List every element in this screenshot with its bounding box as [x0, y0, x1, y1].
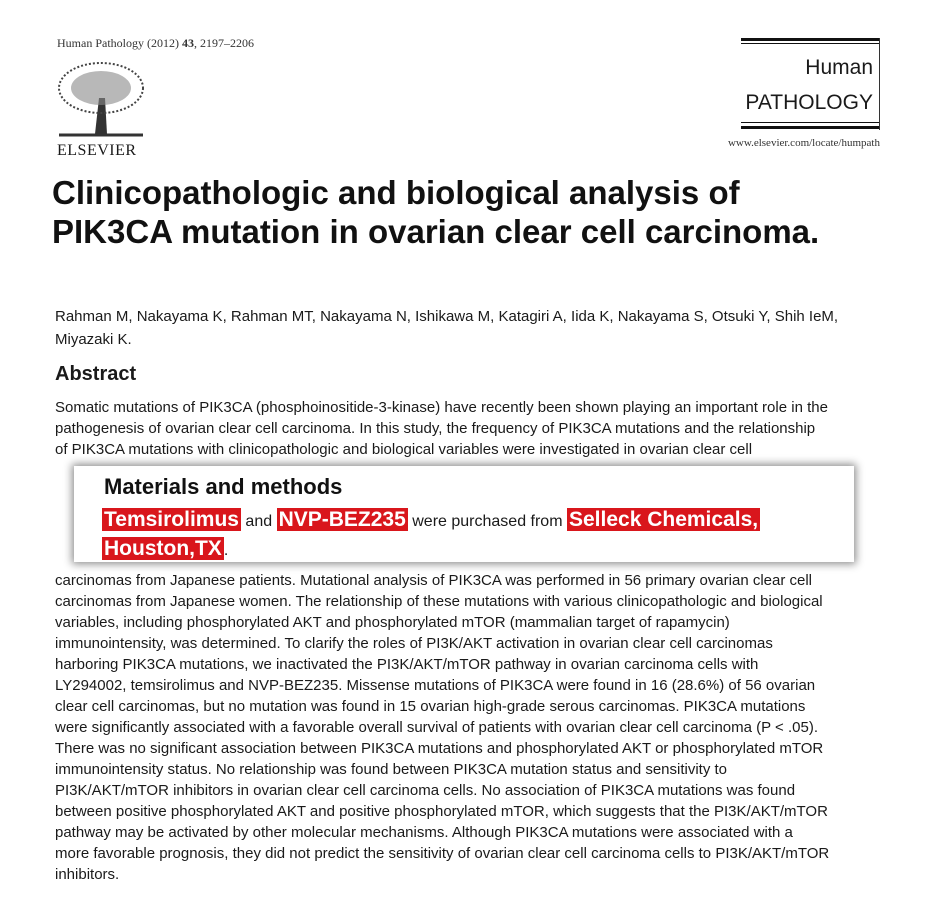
abstract-body: Somatic mutations of PIK3CA (phosphoinos…	[55, 397, 854, 885]
abstract-line: were significantly associated with a fav…	[55, 719, 818, 736]
abstract-line: pathway may be activated by other molecu…	[55, 824, 793, 841]
abstract-line: There was no significant association bet…	[55, 740, 824, 757]
abstract-line: variables, including phosphorylated AKT …	[55, 614, 730, 631]
article-title: Clinicopathologic and biological analysi…	[52, 174, 820, 250]
pages: , 2197–2206	[194, 36, 254, 50]
elsevier-tree-logo	[58, 62, 144, 137]
highlight-selleck: Selleck Chemicals,	[566, 508, 761, 531]
highlight-temsirolimus: Temsirolimus	[102, 508, 241, 531]
materials-methods-callout: Materials and methods Temsirolimus and N…	[74, 466, 854, 562]
abstract-line: immunointensity status. No relationship …	[55, 761, 728, 778]
journal-logo: Human PATHOLOGY	[741, 38, 880, 130]
abstract-heading: Abstract	[55, 363, 137, 385]
callout-heading: Materials and methods	[104, 474, 343, 499]
highlight-houston: Houston,TX	[102, 537, 224, 560]
journal-logo-line2: PATHOLOGY	[745, 91, 873, 114]
author-list: Rahman M, Nakayama K, Rahman MT, Nakayam…	[55, 308, 839, 348]
publisher-name: ELSEVIER	[57, 142, 137, 159]
abstract-line: more favorable prognosis, they did not p…	[55, 845, 830, 862]
abstract-line: between positive phosphorylated AKT and …	[55, 803, 828, 820]
journal-name: Human Pathology (2012)	[57, 36, 182, 50]
abstract-line: clear cell carcinomas, but no mutation w…	[55, 698, 806, 715]
abstract-line: harboring PIK3CA mutations, we inactivat…	[55, 656, 759, 673]
abstract-line: immunointensity, was determined. To clar…	[55, 635, 773, 652]
abstract-line: carcinomas from Japanese patients. Mutat…	[55, 572, 813, 589]
highlight-nvp-bez235: NVP-BEZ235	[276, 508, 408, 531]
abstract-line: pathogenesis of ovarian clear cell carci…	[55, 420, 816, 437]
callout-text-part: were purchased from	[407, 513, 567, 530]
callout-text: Temsirolimus and NVP-BEZ235 were purchas…	[102, 506, 822, 564]
abstract-line: inhibitors.	[55, 866, 120, 883]
journal-url[interactable]: www.elsevier.com/locate/humpath	[727, 137, 880, 149]
journal-logo-line1: Human	[805, 56, 873, 79]
citation: Human Pathology (2012) 43, 2197–2206	[57, 36, 254, 51]
abstract-line: PI3K/AKT/mTOR inhibitors in ovarian clea…	[55, 782, 796, 799]
abstract-line: Somatic mutations of PIK3CA (phosphoinos…	[55, 399, 828, 416]
callout-text-part: .	[223, 542, 229, 559]
abstract-line: LY294002, temsirolimus and NVP-BEZ235. M…	[55, 677, 816, 694]
abstract-line: carcinomas from Japanese women. The rela…	[55, 593, 823, 610]
volume: 43	[182, 36, 194, 50]
callout-text-part: and	[240, 513, 277, 530]
abstract-line: of PIK3CA mutations with clinicopatholog…	[55, 441, 753, 458]
